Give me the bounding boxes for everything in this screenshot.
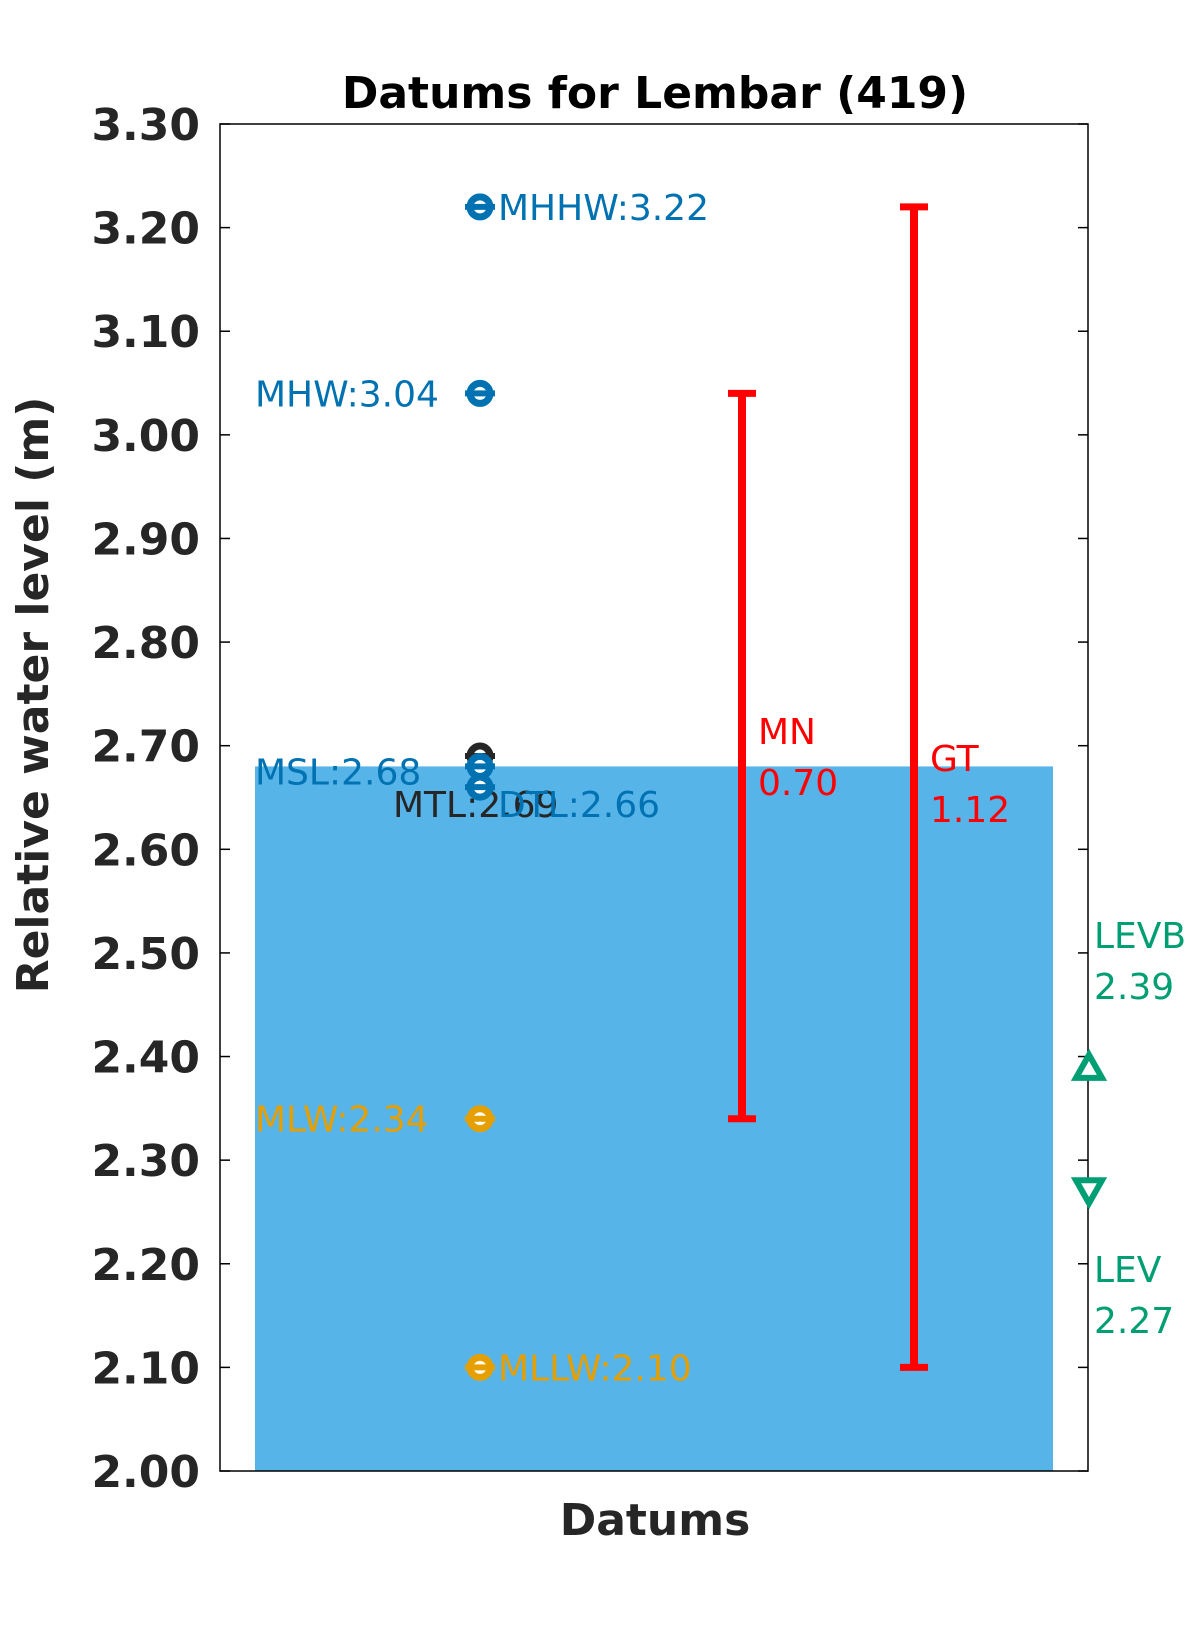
range-value-gt: 1.12 — [930, 790, 1010, 831]
y-axis-label: Relative water level (m) — [8, 397, 59, 994]
datum-label-mllw: MLLW:2.10 — [498, 1348, 692, 1389]
y-tick-label: 2.60 — [91, 825, 200, 876]
y-tick-label: 3.30 — [91, 100, 200, 151]
extreme-marker-levb — [1070, 1048, 1108, 1081]
y-tick-label: 2.20 — [91, 1240, 200, 1291]
datum-marker-mlw — [465, 1105, 495, 1133]
y-tick-label: 3.20 — [91, 204, 200, 255]
datum-marker-mhw — [465, 379, 495, 407]
y-tick-label: 2.80 — [91, 618, 200, 669]
datum-marker-mllw — [465, 1353, 495, 1381]
datum-marker-msl — [465, 752, 495, 780]
datum-label-mlw: MLW:2.34 — [255, 1100, 429, 1141]
extreme-value-levb: 2.39 — [1094, 967, 1174, 1008]
range-name-mn: MN — [758, 712, 816, 753]
range-bar-gt — [900, 203, 928, 1371]
plot-area: 2.00 2.10 2.20 2.30 2.40 2.50 2.60 2.70 2.80 2.90… — [91, 100, 1186, 1498]
datum-label-mhhw: MHHW:3.22 — [498, 188, 709, 229]
y-tick-label: 2.30 — [91, 1136, 200, 1187]
y-tick-label: 3.10 — [91, 307, 200, 358]
datum-marker-mhhw — [465, 193, 495, 221]
range-name-gt: GT — [930, 739, 980, 780]
y-tick-label: 2.50 — [91, 929, 200, 980]
y-tick-label: 2.40 — [91, 1033, 200, 1084]
y-tick-label: 3.00 — [91, 411, 200, 462]
datum-label-dtl: DTL:2.66 — [498, 785, 660, 826]
extreme-marker-lev — [1070, 1177, 1108, 1210]
datum-label-msl: MSL:2.68 — [255, 752, 421, 793]
range-bar-mn — [728, 389, 756, 1123]
datum-label-mhw: MHW:3.04 — [255, 374, 439, 415]
range-value-mn: 0.70 — [758, 763, 838, 804]
y-tick-label: 2.90 — [91, 514, 200, 565]
extreme-name-levb: LEVB — [1094, 916, 1186, 957]
y-tick-label: 2.10 — [91, 1343, 200, 1394]
datum-marker-dtl — [465, 773, 495, 801]
chart-title: Datums for Lembar (419) — [342, 68, 968, 119]
extreme-name-lev: LEV — [1094, 1250, 1162, 1291]
y-tick-label: 2.00 — [91, 1447, 200, 1498]
x-axis-label: Datums — [560, 1495, 751, 1546]
extreme-value-lev: 2.27 — [1094, 1301, 1174, 1342]
plot-frame — [219, 123, 1089, 1472]
y-tick-label: 2.70 — [91, 722, 200, 773]
msl-fill-bar — [255, 766, 1053, 1471]
